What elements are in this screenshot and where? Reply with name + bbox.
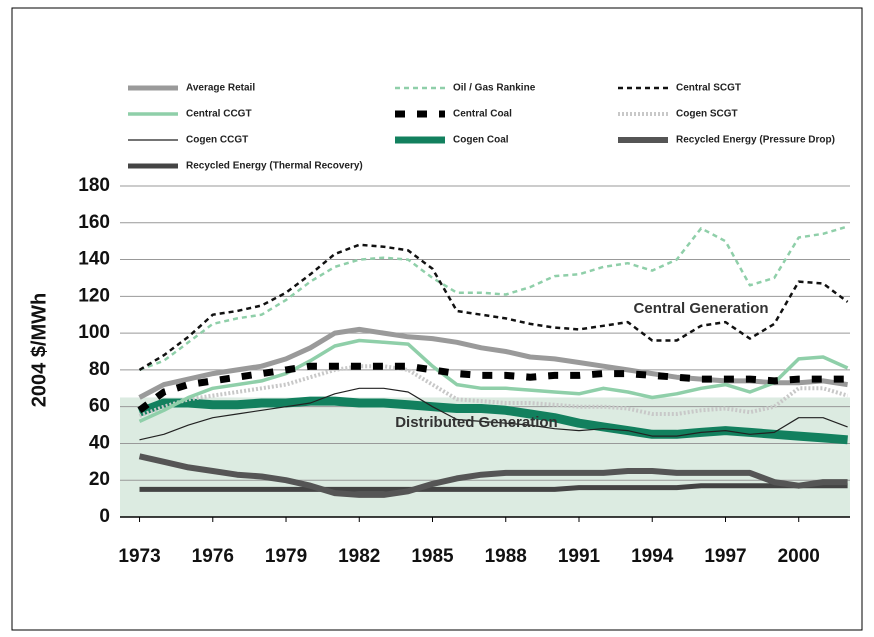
series-line (138, 338, 849, 423)
y-tick-label: 120 (78, 285, 110, 306)
legend-label: Central Coal (453, 109, 512, 120)
y-axis-label: 2004 $/MWh (28, 293, 50, 407)
y-tick-label: 180 (78, 175, 110, 196)
series-line (138, 364, 849, 418)
x-tick-label: 1991 (558, 546, 601, 567)
y-tick-label: 160 (78, 212, 110, 233)
x-tick-label: 2000 (778, 546, 820, 567)
series-line (138, 243, 849, 371)
y-tick-label: 100 (78, 322, 110, 343)
frame (11, 7, 863, 631)
annotation: Central Generation (634, 300, 769, 317)
legend-label: Recycled Energy (Pressure Drop) (676, 135, 835, 146)
y-tick-label: 140 (78, 249, 110, 270)
x-tick-label: 1973 (118, 546, 160, 567)
y-tick-label: 80 (89, 359, 110, 380)
legend-label: Oil / Gas Rankine (453, 83, 536, 94)
series-line (137, 362, 848, 414)
band (120, 397, 850, 517)
legend-label: Cogen SCGT (676, 109, 738, 120)
x-tick-label: 1979 (265, 546, 307, 567)
legend-label: Average Retail (186, 83, 255, 94)
legend-label: Central SCGT (676, 83, 741, 94)
x-tick-label: 1988 (485, 546, 527, 567)
y-tick-label: 20 (89, 469, 110, 490)
x-tick-label: 1994 (631, 546, 674, 567)
series-line (139, 387, 848, 441)
x-tick-label: 1982 (338, 546, 380, 567)
annotation: Distributed Generation (395, 414, 558, 431)
x-tick-label: 1976 (192, 546, 234, 567)
series-line (139, 225, 848, 372)
x-tick-label: 1985 (411, 546, 454, 567)
series-line (138, 453, 848, 498)
series-line (139, 483, 848, 492)
legend-label: Cogen Coal (453, 135, 509, 146)
y-tick-label: 60 (89, 396, 110, 417)
legend-label: Central CCGT (186, 109, 252, 120)
y-tick-label: 0 (99, 506, 110, 527)
legend-label: Recycled Energy (Thermal Recovery) (186, 161, 363, 172)
y-tick-label: 40 (89, 432, 110, 453)
x-tick-label: 1997 (704, 546, 746, 567)
legend-label: Cogen CCGT (186, 135, 248, 146)
